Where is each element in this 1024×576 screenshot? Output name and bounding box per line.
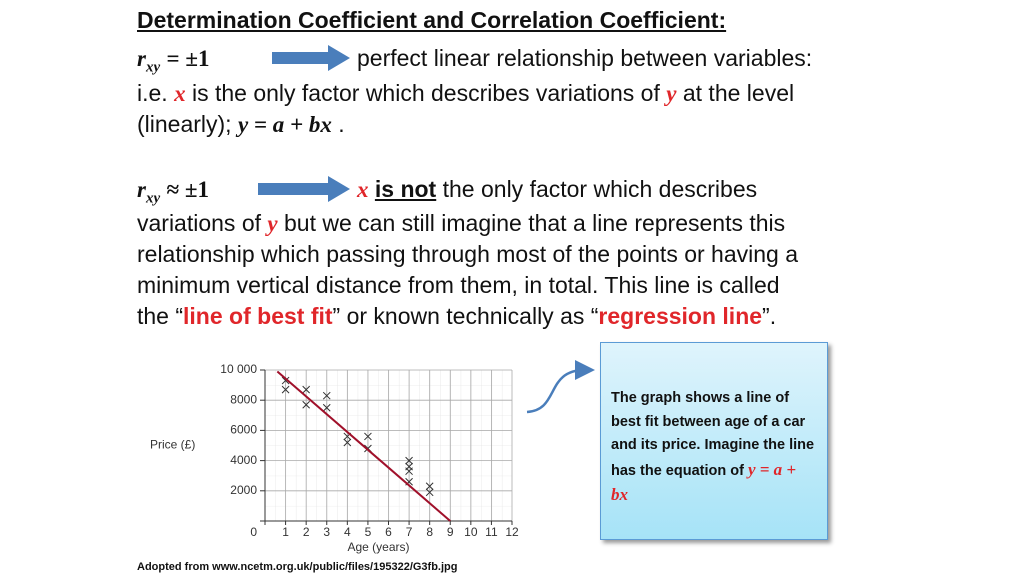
x-tick-label: 8 <box>426 525 433 539</box>
x-axis-label: Age (years) <box>347 540 409 554</box>
point <box>343 438 352 447</box>
arrow <box>272 45 350 71</box>
x-tick-label: 7 <box>406 525 413 539</box>
math: y <box>666 81 677 106</box>
point <box>405 456 413 465</box>
title: Determination Coefficient and Correlatio… <box>137 7 727 33</box>
emphasis: is not <box>374 176 437 202</box>
text-line: variations of y but we can still imagine… <box>137 209 785 238</box>
y-tick-label: 4000 <box>230 453 257 467</box>
text: ” or known technically as “ <box>332 303 599 329</box>
text: ”. <box>762 303 777 329</box>
math: y = a + bx <box>237 112 332 137</box>
text-line: the “line of best fit” or known technica… <box>137 302 776 330</box>
x-tick-label: 11 <box>485 525 498 539</box>
meaning: perfect linear relationship between vari… <box>357 45 813 71</box>
point <box>425 488 434 497</box>
formula: rxy = ±1 <box>137 44 210 82</box>
point <box>322 403 331 412</box>
point <box>281 385 290 394</box>
y-tick-label: 8000 <box>230 392 257 406</box>
x-tick-label: 10 <box>464 525 478 539</box>
math: x <box>357 177 369 202</box>
math: x <box>174 81 186 106</box>
y-tick-label: 0 <box>250 525 257 539</box>
x-tick-label: 12 <box>505 525 519 539</box>
subscript: xy <box>145 190 161 207</box>
text: the only factor which describes <box>442 176 758 202</box>
text: is the only factor which describes varia… <box>185 80 667 106</box>
highlight: line of best fit <box>183 303 333 329</box>
source: Adopted from www.ncetm.org.uk/public/fil… <box>137 561 458 573</box>
text: but we can still imagine that a line rep… <box>277 210 786 236</box>
highlight: regression line <box>598 303 763 329</box>
text: the “ <box>137 303 184 329</box>
y-axis-label: Price (£) <box>150 438 195 452</box>
point <box>281 376 290 385</box>
text: (linearly); <box>137 111 238 137</box>
x-tick-label: 1 <box>282 525 289 539</box>
math: y <box>267 211 278 236</box>
point <box>405 467 413 476</box>
arrow <box>258 176 350 202</box>
point <box>425 482 434 491</box>
symbol: r <box>137 177 146 202</box>
x-tick-label: 2 <box>303 525 310 539</box>
y-tick-label: 6000 <box>230 423 257 437</box>
y-tick-label: 2000 <box>230 483 257 497</box>
fit-line <box>276 370 451 522</box>
x-tick-label: 3 <box>323 525 330 539</box>
callout-text: The graph shows a line of best fit betwe… <box>611 390 815 479</box>
y-tick-label: 10 000 <box>220 362 257 376</box>
text: at the level <box>676 80 795 106</box>
math: y = a + bx <box>611 459 797 505</box>
x-tick-label: 4 <box>344 525 351 539</box>
text-line: minimum vertical distance from them, in … <box>137 272 780 298</box>
subscript: xy <box>145 59 161 76</box>
point <box>364 432 372 441</box>
x-tick-label: 9 <box>447 525 454 539</box>
x-tick-label: 6 <box>385 525 392 539</box>
x-tick-label: 5 <box>365 525 372 539</box>
relation: ≈ ±1 <box>166 177 210 202</box>
point <box>302 400 311 409</box>
point <box>302 385 311 394</box>
symbol: r <box>137 46 146 71</box>
text: . <box>331 111 345 137</box>
relation: = ±1 <box>166 46 210 71</box>
text-line: (linearly); y = a + bx . <box>137 110 345 139</box>
point <box>322 391 331 400</box>
pointer-arrow <box>526 360 595 414</box>
text: variations of <box>137 210 268 236</box>
callout: The graph shows a line of best fit betwe… <box>600 342 828 540</box>
formula: rxy ≈ ±1 <box>137 175 209 213</box>
meaning: x is not the only factor which describes <box>357 175 757 204</box>
text-line: relationship which passing through most … <box>137 241 799 267</box>
text-line: i.e. x is the only factor which describe… <box>137 79 794 108</box>
text: i.e. <box>137 80 175 106</box>
